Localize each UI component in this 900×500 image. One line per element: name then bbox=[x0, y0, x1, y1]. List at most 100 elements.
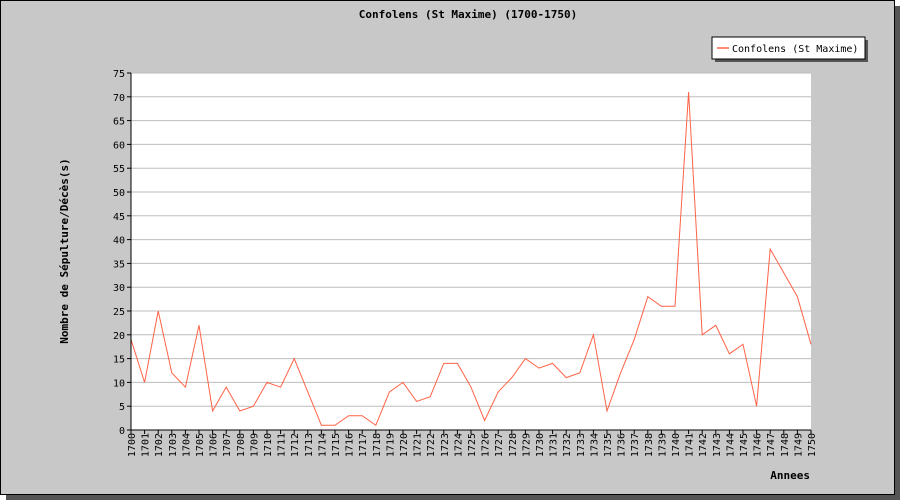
data-point bbox=[810, 343, 813, 346]
y-tick-label: 30 bbox=[113, 283, 125, 294]
data-point bbox=[687, 91, 690, 94]
data-point bbox=[442, 362, 445, 365]
data-point bbox=[211, 410, 214, 413]
x-tick-label: 1732 bbox=[562, 433, 573, 457]
data-point bbox=[184, 386, 187, 389]
y-tick-label: 55 bbox=[113, 164, 125, 175]
y-tick-label: 65 bbox=[113, 117, 125, 128]
x-axis-label: Annees bbox=[770, 469, 810, 482]
x-tick-label: 1708 bbox=[236, 433, 247, 457]
x-tick-label: 1728 bbox=[508, 433, 519, 457]
x-tick-label: 1703 bbox=[168, 433, 179, 457]
data-point bbox=[415, 400, 418, 403]
data-point bbox=[266, 381, 269, 384]
series-layer bbox=[130, 91, 813, 427]
x-tick-label: 1747 bbox=[766, 433, 777, 457]
data-point bbox=[361, 414, 364, 417]
x-tick-label: 1726 bbox=[481, 433, 492, 457]
data-point bbox=[456, 362, 459, 365]
x-tick-label: 1735 bbox=[603, 433, 614, 457]
data-point bbox=[565, 376, 568, 379]
data-point bbox=[701, 333, 704, 336]
y-tick-label: 50 bbox=[113, 188, 125, 199]
y-tick-label: 70 bbox=[113, 93, 125, 104]
y-tick-label: 60 bbox=[113, 140, 125, 151]
data-point bbox=[279, 386, 282, 389]
x-tick-label: 1740 bbox=[671, 433, 682, 457]
x-tick-label: 1729 bbox=[521, 433, 532, 457]
x-tick-label: 1720 bbox=[399, 433, 410, 457]
data-point bbox=[660, 305, 663, 308]
x-tick-label: 1719 bbox=[385, 433, 396, 457]
x-tick-label: 1724 bbox=[453, 433, 464, 457]
x-tick-label: 1722 bbox=[426, 433, 437, 457]
x-tick-label: 1745 bbox=[739, 433, 750, 457]
data-point bbox=[198, 324, 201, 327]
x-tick-label: 1713 bbox=[304, 433, 315, 457]
data-point bbox=[347, 414, 350, 417]
x-tick-label: 1725 bbox=[467, 433, 478, 457]
x-tick-label: 1706 bbox=[209, 433, 220, 457]
x-tick-label: 1700 bbox=[127, 433, 138, 457]
data-point bbox=[551, 362, 554, 365]
data-point bbox=[538, 367, 541, 370]
x-tick-label: 1702 bbox=[154, 433, 165, 457]
x-tick-label: 1750 bbox=[807, 433, 818, 457]
x-tick-label: 1739 bbox=[657, 433, 668, 457]
x-tick-label: 1715 bbox=[331, 433, 342, 457]
x-tick-label: 1701 bbox=[141, 433, 152, 457]
x-tick-label: 1727 bbox=[494, 433, 505, 457]
x-tick-label: 1704 bbox=[181, 433, 192, 457]
data-point bbox=[510, 376, 513, 379]
x-tick-label: 1737 bbox=[630, 433, 641, 457]
y-axis-label: Nombre de Sépulture/Décès(s) bbox=[58, 158, 71, 343]
data-point bbox=[483, 419, 486, 422]
data-point bbox=[429, 395, 432, 398]
x-tick-label: 1736 bbox=[617, 433, 628, 457]
x-tick-label: 1707 bbox=[222, 433, 233, 457]
y-tick-label: 0 bbox=[119, 426, 125, 437]
data-point bbox=[769, 248, 772, 251]
data-point bbox=[728, 352, 731, 355]
data-point bbox=[388, 391, 391, 394]
plot-area bbox=[131, 73, 811, 430]
data-point bbox=[742, 343, 745, 346]
data-point bbox=[606, 410, 609, 413]
x-tick-label: 1714 bbox=[317, 433, 328, 457]
data-point bbox=[374, 424, 377, 427]
data-point bbox=[293, 357, 296, 360]
x-tick-label: 1716 bbox=[345, 433, 356, 457]
x-tick-label: 1741 bbox=[685, 433, 696, 457]
legend: Confolens (St Maxime) bbox=[711, 36, 868, 62]
x-tick-label: 1748 bbox=[780, 433, 791, 457]
data-point bbox=[497, 391, 500, 394]
data-point bbox=[402, 381, 405, 384]
y-tick-label: 40 bbox=[113, 236, 125, 247]
data-point bbox=[170, 371, 173, 374]
x-tick-label: 1738 bbox=[644, 433, 655, 457]
y-tick-label: 15 bbox=[113, 355, 125, 366]
data-point bbox=[755, 405, 758, 408]
data-point bbox=[334, 424, 337, 427]
x-tick-label: 1711 bbox=[277, 433, 288, 457]
data-point bbox=[619, 371, 622, 374]
legend-box bbox=[711, 36, 866, 60]
x-tick-label: 1733 bbox=[576, 433, 587, 457]
legend-label: Confolens (St Maxime) bbox=[732, 44, 858, 55]
x-tick-label: 1734 bbox=[589, 433, 600, 457]
data-point bbox=[633, 338, 636, 341]
data-point bbox=[578, 371, 581, 374]
y-tick-label: 10 bbox=[113, 378, 125, 389]
grid-lines bbox=[131, 72, 811, 407]
y-tick-label: 45 bbox=[113, 212, 125, 223]
y-tick-label: 20 bbox=[113, 331, 125, 342]
x-tick-label: 1705 bbox=[195, 433, 206, 457]
y-tick-label: 25 bbox=[113, 307, 125, 318]
x-tick-label: 1746 bbox=[753, 433, 764, 457]
y-tick-label: 75 bbox=[113, 69, 125, 80]
x-tick-label: 1743 bbox=[712, 433, 723, 457]
data-point bbox=[225, 386, 228, 389]
data-point bbox=[782, 272, 785, 275]
data-point bbox=[714, 324, 717, 327]
